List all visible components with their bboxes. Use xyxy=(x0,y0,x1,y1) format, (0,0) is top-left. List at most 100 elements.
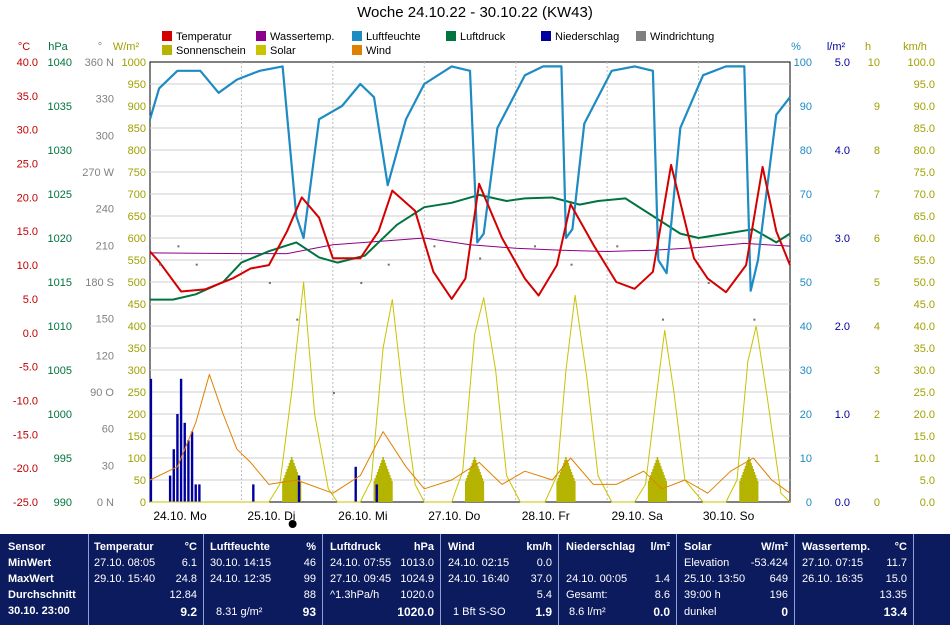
wind-min-time: 24.10. 02:15 xyxy=(448,557,510,569)
water-head: Wassertemp. xyxy=(802,541,871,553)
winddir-tick-label: 30 xyxy=(102,460,114,472)
sunhours-tick-label: 7 xyxy=(874,189,880,201)
rain-tick-label: 5.0 xyxy=(835,57,850,69)
humidity-tick-label: 80 xyxy=(800,145,812,157)
sunhours-tick-label: 0 xyxy=(874,497,880,509)
winddir-tick-label: 270 W xyxy=(82,167,114,179)
temp-axis-unit: °C xyxy=(18,41,30,53)
legend-swatch xyxy=(256,31,266,41)
winddir-tick-label: 360 N xyxy=(85,57,114,69)
windspeed-tick-label: 10.0 xyxy=(914,453,935,465)
temp-current: 9.2 xyxy=(180,605,197,619)
x-tick-label: 30.10. So xyxy=(703,509,755,523)
solar-tick-label: 950 xyxy=(128,79,146,91)
solar-tick-label: 700 xyxy=(128,189,146,201)
water-max-time: 26.10. 16:35 xyxy=(802,573,864,585)
x-tick-label: 24.10. Mo xyxy=(153,509,207,523)
series-luftdruck xyxy=(150,193,791,301)
x-tick-label: 28.10. Fr xyxy=(522,509,570,523)
series-wind xyxy=(149,373,791,494)
windspeed-tick-label: 75.0 xyxy=(914,167,935,179)
pressure-tick-label: 1005 xyxy=(48,365,72,377)
rain-max: 1.4 xyxy=(654,573,670,585)
winddir-tick-label: 90 O xyxy=(90,387,114,399)
sunhours-tick-label: 8 xyxy=(874,145,880,157)
rain-bar xyxy=(198,484,201,502)
windspeed-tick-label: 70.0 xyxy=(914,189,935,201)
temp-tick-label: 10.0 xyxy=(17,260,38,272)
winddir-point xyxy=(534,245,536,248)
temp-avg: 12.84 xyxy=(169,589,197,601)
row-label-current: 30.10. 23:00 xyxy=(8,605,70,617)
wind-min: 0.0 xyxy=(536,557,552,569)
solar-elevation: -53.424 xyxy=(750,557,788,569)
sunhours-axis-unit: h xyxy=(865,41,871,53)
rain-tick-label: 3.0 xyxy=(835,233,850,245)
solar-tick-label: 900 xyxy=(128,101,146,113)
windspeed-tick-label: 85.0 xyxy=(914,123,935,135)
solar-tick-label: 350 xyxy=(128,343,146,355)
rain-sum: 8.6 l/m² xyxy=(569,606,606,618)
legend-label: Wassertemp. xyxy=(270,31,335,43)
winddir-point xyxy=(662,318,664,321)
x-tick-label: 27.10. Do xyxy=(428,509,480,523)
temp-tick-label: 25.0 xyxy=(17,159,38,171)
water-current: 13.4 xyxy=(883,605,907,619)
sunhours-tick-label: 9 xyxy=(874,101,880,113)
hum-min-time: 30.10. 14:15 xyxy=(210,557,272,569)
series-temperatur xyxy=(149,163,791,300)
winddir-point xyxy=(159,263,162,266)
solar-tick-label: 1000 xyxy=(122,57,146,69)
legend-swatch xyxy=(541,31,551,41)
legend-sonnenschein: Sonnenschein xyxy=(162,45,246,57)
humidity-tick-label: 20 xyxy=(800,409,812,421)
rain-bar xyxy=(194,484,197,502)
rain-bar xyxy=(176,414,179,502)
humidity-axis-unit: % xyxy=(791,41,801,53)
now-marker-icon xyxy=(288,520,297,528)
humidity-tick-label: 30 xyxy=(800,365,812,377)
windspeed-tick-label: 50.0 xyxy=(914,277,935,289)
rain-total-label: Gesamt: xyxy=(566,589,608,601)
solar-avg: 196 xyxy=(769,589,788,601)
solar-tick-label: 150 xyxy=(128,431,146,443)
winddir-point xyxy=(332,392,335,394)
solar-current: 0 xyxy=(781,605,788,619)
windspeed-tick-label: 40.0 xyxy=(914,321,935,333)
solar-tick-label: 450 xyxy=(128,299,146,311)
rain-tick-label: 2.0 xyxy=(835,321,850,333)
pressure-tick-label: 1000 xyxy=(48,409,72,421)
weather-chart: °C40.035.030.025.020.015.010.05.00.0-5.0… xyxy=(13,41,935,528)
x-tick-label: 25.10. Di xyxy=(247,509,295,523)
rain-bar xyxy=(149,378,153,502)
press-min-time: 24.10. 07:55 xyxy=(330,557,392,569)
wind-max-time: 24.10. 16:40 xyxy=(448,573,510,585)
temp-tick-label: 0.0 xyxy=(23,328,38,340)
table-divider xyxy=(322,534,323,625)
temp-tick-label: -25.0 xyxy=(13,497,38,509)
table-divider xyxy=(203,534,204,625)
table-divider xyxy=(440,534,441,625)
solar-unit: W/m² xyxy=(761,541,788,553)
winddir-point xyxy=(753,318,756,321)
pressure-tick-label: 995 xyxy=(54,453,72,465)
winddir-point xyxy=(296,318,299,321)
solar-tick-label: 200 xyxy=(128,409,146,421)
sunhours-tick-label: 10 xyxy=(868,57,880,69)
sunhours-tick-label: 4 xyxy=(874,321,880,333)
legend-swatch xyxy=(446,31,456,41)
windspeed-tick-label: 35.0 xyxy=(914,343,935,355)
windspeed-tick-label: 100.0 xyxy=(907,57,935,69)
windspeed-tick-label: 90.0 xyxy=(914,101,935,113)
hum-max-time: 24.10. 12:35 xyxy=(210,573,272,585)
legend-label: Luftfeuchte xyxy=(366,31,421,43)
temp-head: Temperatur xyxy=(94,541,154,553)
rain-bar xyxy=(297,475,301,502)
temp-min: 6.1 xyxy=(181,557,197,569)
solar-state: dunkel xyxy=(684,606,717,618)
table-divider xyxy=(913,534,914,625)
water-min-time: 27.10. 07:15 xyxy=(802,557,864,569)
solar-tick-label: 600 xyxy=(128,233,146,245)
temp-tick-label: 5.0 xyxy=(23,294,38,306)
humidity-tick-label: 90 xyxy=(800,101,812,113)
